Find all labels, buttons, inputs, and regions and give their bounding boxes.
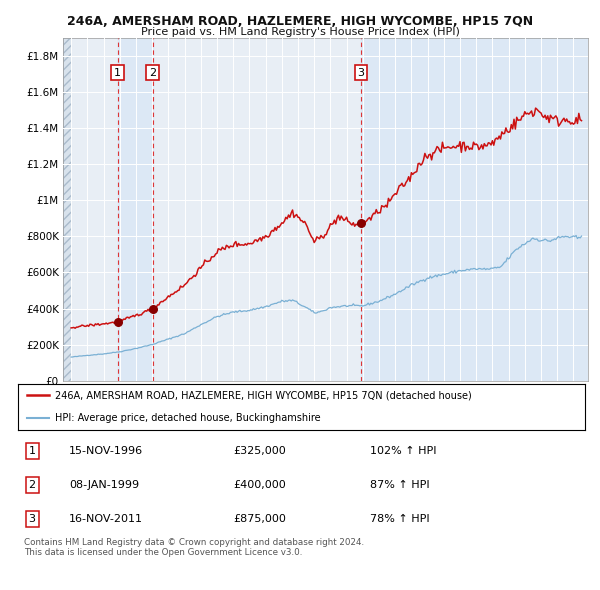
Text: HPI: Average price, detached house, Buckinghamshire: HPI: Average price, detached house, Buck… [55,413,320,423]
Bar [63,38,71,381]
Text: 2: 2 [29,480,36,490]
Text: 1: 1 [114,68,121,77]
Text: £400,000: £400,000 [233,480,286,490]
Text: 246A, AMERSHAM ROAD, HAZLEMERE, HIGH WYCOMBE, HP15 7QN (detached house): 246A, AMERSHAM ROAD, HAZLEMERE, HIGH WYC… [55,390,472,400]
Text: 87% ↑ HPI: 87% ↑ HPI [370,480,429,490]
Bar [118,38,152,381]
Point [113,317,122,327]
Text: £875,000: £875,000 [233,514,286,524]
Text: 08-JAN-1999: 08-JAN-1999 [69,480,139,490]
Text: Price paid vs. HM Land Registry's House Price Index (HPI): Price paid vs. HM Land Registry's House … [140,27,460,37]
Text: 102% ↑ HPI: 102% ↑ HPI [370,446,436,456]
Text: 1: 1 [29,446,35,456]
Bar [361,38,590,381]
Text: 16-NOV-2011: 16-NOV-2011 [69,514,143,524]
Text: Contains HM Land Registry data © Crown copyright and database right 2024.
This d: Contains HM Land Registry data © Crown c… [24,538,364,558]
Text: 3: 3 [358,68,364,77]
Text: 246A, AMERSHAM ROAD, HAZLEMERE, HIGH WYCOMBE, HP15 7QN: 246A, AMERSHAM ROAD, HAZLEMERE, HIGH WYC… [67,15,533,28]
Text: 15-NOV-1996: 15-NOV-1996 [69,446,143,456]
Text: 2: 2 [149,68,156,77]
Text: 78% ↑ HPI: 78% ↑ HPI [370,514,429,524]
Point [148,304,157,313]
Text: £325,000: £325,000 [233,446,286,456]
Text: 3: 3 [29,514,35,524]
Point [356,218,365,228]
